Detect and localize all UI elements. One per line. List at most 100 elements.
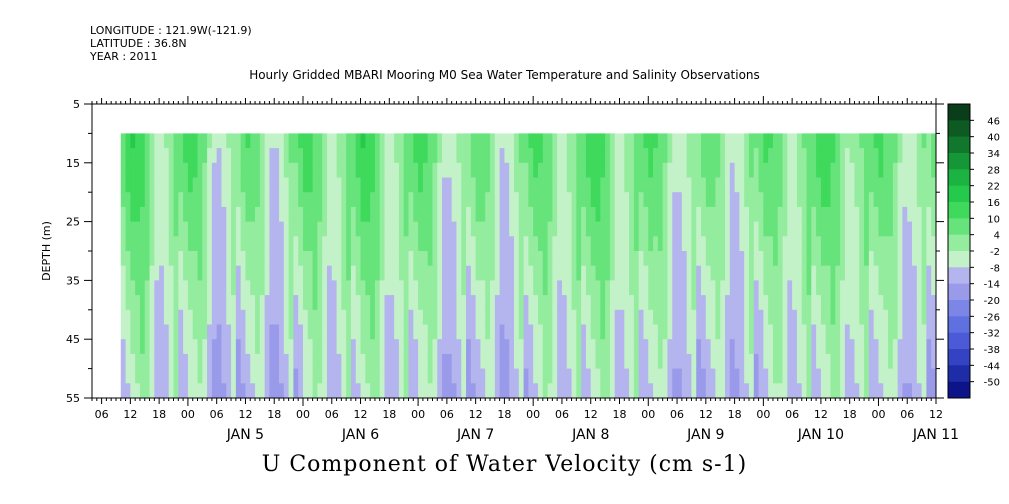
heatmap-cell [183, 265, 189, 281]
heatmap-cell [840, 148, 846, 164]
heatmap-cell [255, 280, 261, 296]
heatmap-cell [686, 265, 692, 281]
heatmap-cell [240, 221, 246, 237]
heatmap-cell [705, 221, 712, 237]
heatmap-cell [197, 265, 203, 281]
heatmap-cell [197, 368, 203, 384]
heatmap-cell [864, 368, 870, 384]
heatmap-cell [547, 324, 553, 340]
heatmap-cell [878, 265, 884, 281]
heatmap-cell [605, 206, 611, 223]
heatmap-cell [394, 324, 400, 340]
heatmap-cell [293, 280, 299, 296]
heatmap-cell [192, 339, 198, 355]
heatmap-cell [470, 206, 477, 223]
heatmap-cell [235, 383, 242, 399]
heatmap-cell [542, 221, 549, 237]
heatmap-cell [269, 383, 275, 399]
heatmap-cell [619, 309, 625, 325]
heatmap-cell [806, 324, 812, 340]
heatmap-cell [231, 368, 237, 384]
heatmap-cell [336, 295, 342, 311]
heatmap-cell [835, 339, 841, 355]
heatmap-cell [485, 383, 491, 399]
heatmap-cell [907, 324, 913, 340]
heatmap-cell [701, 206, 707, 223]
heatmap-cell [130, 295, 136, 311]
heatmap-cell [772, 265, 779, 281]
x-day-label: JAN 11 [912, 427, 959, 443]
heatmap-cell [748, 206, 755, 223]
heatmap-cell [125, 251, 131, 267]
colorbar-swatch [948, 251, 970, 268]
heatmap-cell [154, 383, 160, 399]
heatmap-cell [662, 309, 668, 325]
heatmap-cell [725, 162, 731, 178]
heatmap-cell [734, 295, 740, 311]
heatmap-cell [868, 265, 875, 281]
heatmap-cell [192, 295, 198, 311]
heatmap-cell [897, 251, 903, 267]
heatmap-cell [221, 206, 227, 223]
heatmap-cell [859, 280, 865, 296]
heatmap-cell [202, 295, 208, 311]
heatmap-cell [696, 236, 702, 252]
heatmap-cell [317, 192, 323, 208]
heatmap-cell [135, 251, 141, 267]
heatmap-cell [633, 221, 640, 237]
heatmap-cell [192, 192, 198, 208]
heatmap-cell [403, 221, 409, 237]
heatmap-cell [370, 162, 376, 178]
heatmap-cell [211, 148, 218, 164]
heatmap-cell [849, 265, 855, 281]
heatmap-cell [643, 295, 649, 311]
heatmap-cell [720, 148, 726, 164]
heatmap-cell [379, 280, 386, 296]
heatmap-cell [672, 265, 678, 281]
heatmap-cell [888, 133, 894, 149]
heatmap-cell [197, 148, 203, 164]
heatmap-cell [197, 192, 203, 208]
heatmap-cell [873, 383, 879, 399]
heatmap-cell [892, 309, 899, 325]
heatmap-cell [600, 148, 606, 164]
heatmap-cell [389, 177, 395, 193]
heatmap-cell [701, 280, 707, 296]
heatmap-cell [806, 192, 812, 208]
heatmap-cell [509, 251, 515, 267]
heatmap-cell [245, 339, 251, 355]
heatmap-cell [466, 353, 472, 370]
heatmap-cell [931, 280, 937, 296]
heatmap-cell [432, 368, 438, 384]
heatmap-cell [451, 280, 457, 296]
heatmap-cell [926, 383, 932, 399]
heatmap-cell [125, 206, 131, 223]
heatmap-cell [259, 221, 266, 237]
x-hour-tick-label: 12 [123, 408, 137, 421]
heatmap-cell [926, 177, 932, 193]
heatmap-cell [518, 206, 525, 223]
heatmap-cell [389, 133, 395, 149]
heatmap-cell [864, 339, 870, 355]
heatmap-cell [868, 221, 875, 237]
heatmap-cell [677, 133, 683, 149]
heatmap-cell [729, 236, 736, 252]
heatmap-cell [873, 265, 879, 281]
heatmap-cell [279, 295, 285, 311]
heatmap-cell [149, 324, 155, 340]
heatmap-cell [341, 309, 347, 325]
heatmap-cell [456, 148, 462, 164]
heatmap-cell [451, 148, 457, 164]
heatmap-cell [480, 162, 486, 178]
heatmap-cell [662, 148, 668, 164]
heatmap-cell [763, 148, 769, 164]
heatmap-cell [782, 383, 788, 399]
heatmap-cell [466, 339, 472, 355]
heatmap-cell [533, 339, 539, 355]
heatmap-cell [298, 383, 304, 399]
heatmap-cell [379, 368, 386, 384]
heatmap-cell [298, 251, 304, 267]
heatmap-cell [499, 295, 505, 311]
heatmap-cell [849, 383, 855, 399]
heatmap-cell [504, 368, 510, 384]
